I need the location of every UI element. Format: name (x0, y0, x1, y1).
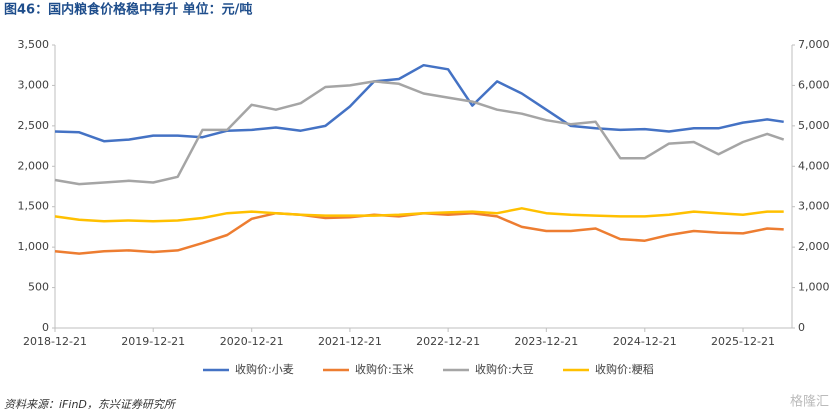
y-tick-label: 1,000 (18, 240, 50, 253)
series-line (54, 211, 784, 255)
x-tick-label: 2020-12-21 (220, 335, 284, 348)
series-line (54, 207, 784, 223)
series-line (54, 80, 785, 186)
y-tick-label: 3,000 (18, 78, 50, 91)
x-tick-label: 2021-12-21 (318, 335, 382, 348)
y-tick-label: 2,500 (18, 119, 50, 132)
legend-label: 收购价:玉米 (355, 362, 414, 376)
watermark: 格隆汇 (790, 394, 829, 410)
y2-tick-label: 7,000 (798, 38, 830, 51)
series-line (54, 63, 784, 143)
y-tick-label: 1,500 (18, 200, 50, 213)
y2-tick-label: 5,000 (798, 119, 830, 132)
y2-tick-label: 1,000 (798, 281, 830, 294)
y2-tick-label: 4,000 (798, 159, 830, 172)
y2-tick-label: 2,000 (798, 240, 830, 253)
x-tick-label: 2023-12-21 (514, 335, 578, 348)
x-tick-label: 2024-12-21 (613, 335, 677, 348)
x-tick-label: 2018-12-21 (23, 335, 87, 348)
legend-label: 收购价:大豆 (475, 362, 534, 376)
y2-tick-label: 0 (798, 321, 805, 334)
x-tick-label: 2022-12-21 (416, 335, 480, 348)
y-tick-label: 500 (28, 281, 49, 294)
legend-label: 收购价:粳稻 (595, 362, 654, 376)
legend-label: 收购价:小麦 (235, 362, 294, 376)
y2-tick-label: 3,000 (798, 200, 830, 213)
source: 资料来源：iFinD，东兴证券研究所 (4, 398, 177, 411)
x-tick-label: 2025-12-21 (711, 335, 775, 348)
chart-title: 图46：国内粮食价格稳中有升 单位：元/吨 (4, 2, 252, 18)
x-tick-label: 2019-12-21 (121, 335, 185, 348)
y2-tick-label: 6,000 (798, 78, 830, 91)
y-tick-label: 2,000 (18, 159, 50, 172)
y-tick-label: 0 (42, 321, 49, 334)
y-tick-label: 3,500 (18, 38, 50, 51)
